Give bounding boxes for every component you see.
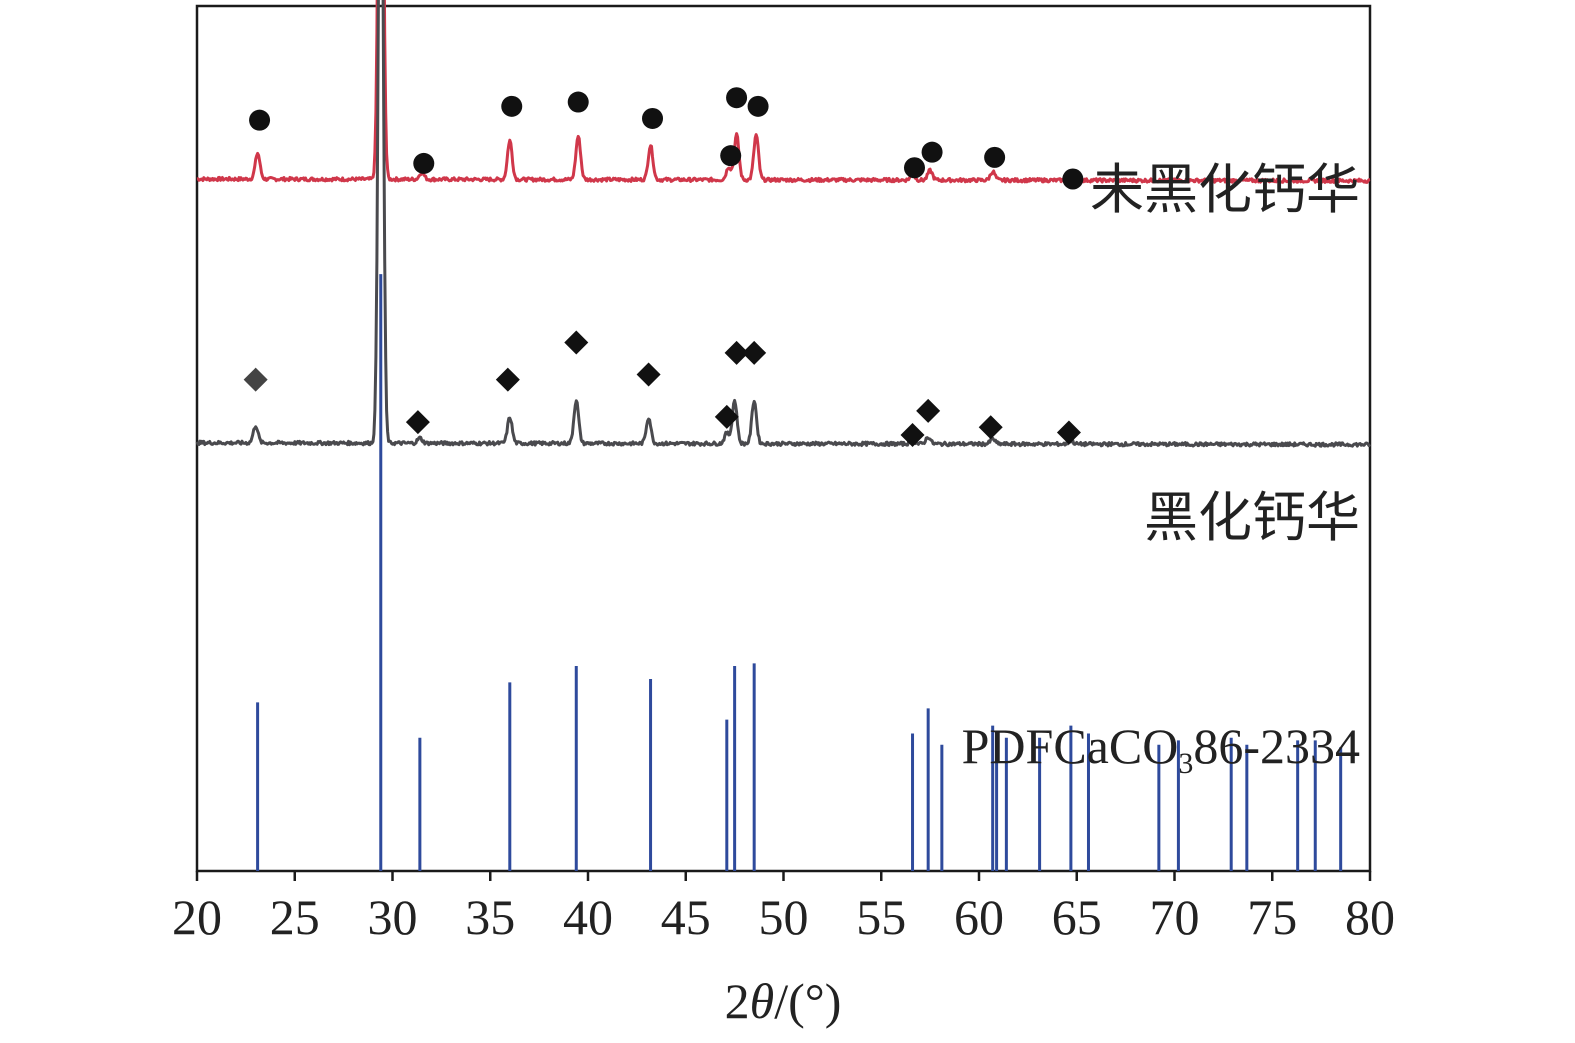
x-tick-label-20: 20 bbox=[172, 889, 222, 945]
marker-diamond-2 bbox=[405, 410, 430, 435]
pdf-label-sub: 3 bbox=[1178, 747, 1193, 780]
x-tick-label-45: 45 bbox=[661, 889, 711, 945]
marker-diamond-11 bbox=[978, 415, 1003, 440]
marker-circle-5 bbox=[642, 107, 664, 129]
marker-circle-11 bbox=[984, 146, 1006, 168]
marker-circle-6 bbox=[720, 145, 742, 167]
x-tick-label-35: 35 bbox=[465, 889, 515, 945]
trace-blackened bbox=[195, 0, 1372, 448]
marker-circle-7 bbox=[726, 87, 748, 109]
x-axis-label-prefix: 2 bbox=[725, 973, 750, 1029]
series-label-pdf-reference: PDFCaCO386-2334 bbox=[962, 718, 1360, 780]
x-axis: 20 25 30 35 40 45 50 55 60 65 70 75 80 bbox=[172, 871, 1395, 945]
x-tick-label-30: 30 bbox=[368, 889, 418, 945]
marker-circle-12 bbox=[1062, 168, 1084, 190]
marker-diamond-12 bbox=[1056, 420, 1081, 445]
marker-circle-4 bbox=[567, 91, 589, 113]
x-tick-label-40: 40 bbox=[563, 889, 613, 945]
marker-circle-8 bbox=[747, 95, 769, 117]
marker-circle-9 bbox=[903, 157, 925, 179]
marker-circle-3 bbox=[501, 95, 523, 117]
series-labels: 未黑化钙华 黑化钙华 PDFCaCO386-2334 bbox=[962, 160, 1360, 780]
marker-diamond-5 bbox=[636, 362, 661, 387]
marker-circle-10 bbox=[921, 141, 943, 163]
series-label-unblackened: 未黑化钙华 bbox=[1090, 160, 1360, 220]
x-tick-label-80: 80 bbox=[1345, 889, 1395, 945]
x-tick-label-25: 25 bbox=[270, 889, 320, 945]
marker-diamond-3 bbox=[495, 367, 520, 392]
series-label-blackened: 黑化钙华 bbox=[1144, 488, 1360, 548]
marker-diamond-7 bbox=[724, 340, 749, 365]
marker-circle-2 bbox=[413, 152, 435, 174]
trace-unblackened bbox=[196, 0, 1371, 184]
marker-circle-0 bbox=[249, 109, 271, 131]
marker-diamond-8 bbox=[742, 340, 767, 365]
pdf-label-main: PDFCaCO bbox=[962, 718, 1179, 774]
x-tick-label-55: 55 bbox=[856, 889, 906, 945]
x-axis-label-suffix: /(°) bbox=[774, 973, 841, 1029]
marker-diamond-4 bbox=[564, 330, 589, 355]
plot-area bbox=[195, 0, 1372, 873]
x-axis-label: 2θ/(°) bbox=[725, 973, 842, 1029]
x-tick-label-50: 50 bbox=[759, 889, 809, 945]
x-tick-label-65: 65 bbox=[1052, 889, 1102, 945]
x-tick-label-75: 75 bbox=[1247, 889, 1297, 945]
marker-diamond-6 bbox=[714, 404, 739, 429]
marker-diamond-9 bbox=[900, 423, 925, 448]
x-tick-label-70: 70 bbox=[1150, 889, 1200, 945]
marker-diamond-0 bbox=[243, 367, 268, 392]
pdf-label-tail: 86-2334 bbox=[1193, 718, 1360, 774]
x-tick-label-60: 60 bbox=[954, 889, 1004, 945]
marker-diamond-10 bbox=[916, 398, 941, 423]
x-axis-label-theta: θ bbox=[750, 973, 775, 1029]
